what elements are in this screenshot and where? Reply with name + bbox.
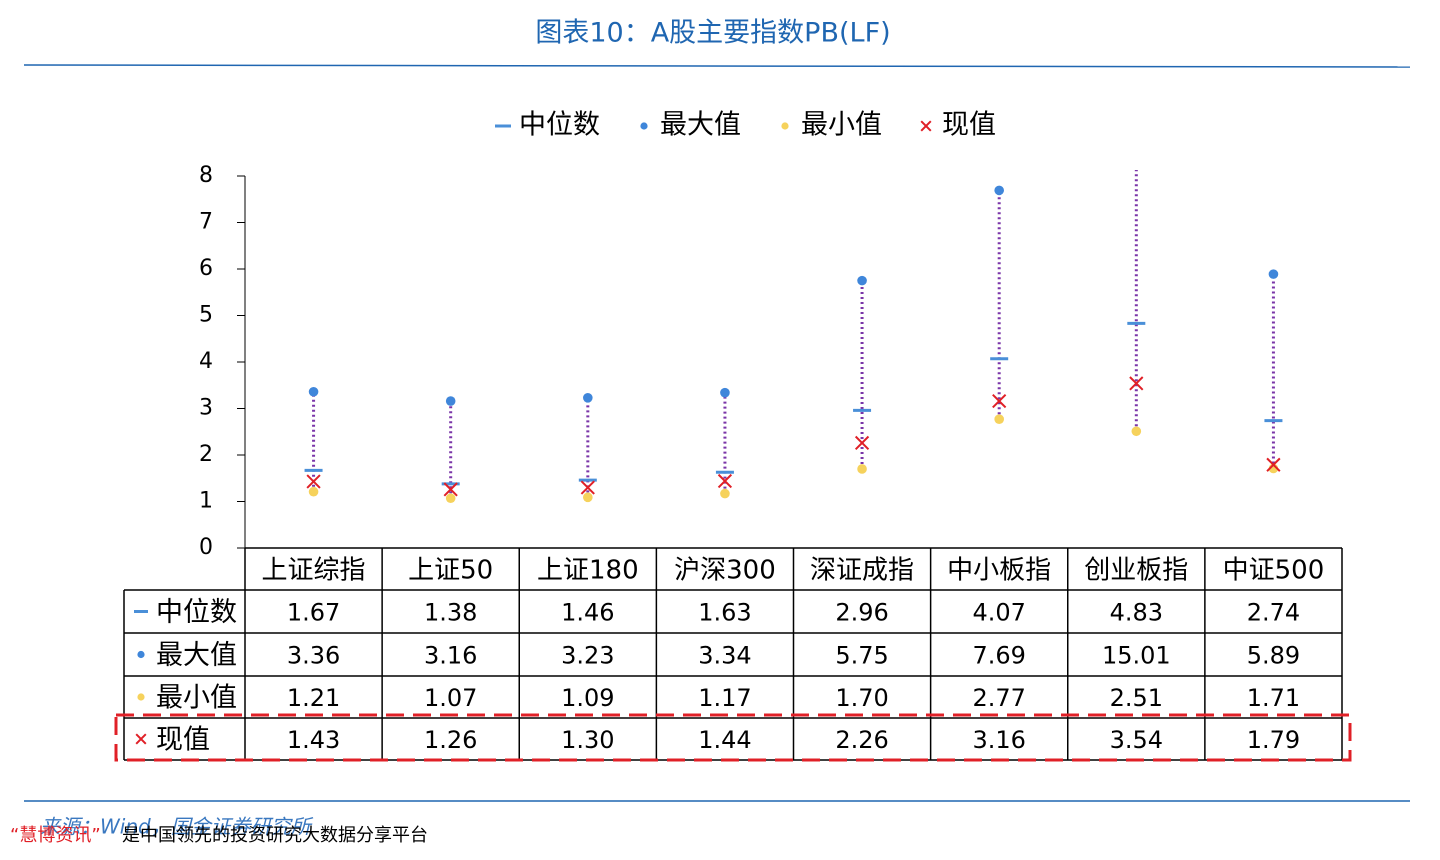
table-value: 1.38 <box>424 599 477 627</box>
cross-mark <box>717 473 733 489</box>
table-value: 3.36 <box>287 642 340 670</box>
table-value: 1.46 <box>561 599 614 627</box>
x-tick-label: 上证综指 <box>262 556 366 586</box>
cross-mark <box>854 435 870 451</box>
dot-mark <box>583 393 593 403</box>
table-value: 4.07 <box>972 599 1025 627</box>
dot-mark <box>308 386 319 397</box>
table-value: 1.21 <box>287 684 340 712</box>
legend-marker <box>781 122 789 130</box>
table-value: 1.44 <box>698 726 751 754</box>
table-value: 3.34 <box>698 642 751 670</box>
dot-mark <box>308 486 319 497</box>
x-tick-label: 中小板指 <box>947 556 1051 586</box>
row-label: 最大值 <box>156 640 237 671</box>
table-value: 2.74 <box>1247 599 1300 627</box>
dot-mark <box>1268 269 1279 279</box>
table-value: 5.75 <box>835 642 888 670</box>
y-tick-label: 5 <box>199 303 213 328</box>
y-tick-label: 2 <box>199 442 213 467</box>
dot-mark <box>720 387 730 398</box>
dot-mark <box>994 414 1004 424</box>
footer-brand: “慧博资讯” <box>10 825 101 846</box>
title-rule <box>23 64 1411 68</box>
cross-mark <box>306 474 321 489</box>
dot-mark <box>445 493 456 504</box>
plot-area <box>304 170 1283 504</box>
dot-mark <box>857 464 867 474</box>
highlight-box <box>114 713 1352 762</box>
y-tick-label: 1 <box>199 489 213 514</box>
dot-mark <box>1131 426 1142 437</box>
table-value: 1.09 <box>561 684 614 712</box>
legend-label: 中位数 <box>519 110 600 141</box>
table-value: 2.51 <box>1110 684 1163 712</box>
table-value: 1.30 <box>561 726 614 754</box>
table-value: 4.83 <box>1110 599 1163 627</box>
row-label: 现值 <box>156 725 210 756</box>
table-value: 15.01 <box>1102 642 1171 670</box>
table-value: 3.54 <box>1110 726 1163 754</box>
table-value: 1.43 <box>287 726 340 754</box>
cross-mark <box>443 482 458 497</box>
x-tick-label: 中证500 <box>1223 556 1325 586</box>
row-label: 最小值 <box>156 683 237 714</box>
table-value: 1.67 <box>287 599 340 627</box>
x-tick-label: 上证180 <box>537 556 639 586</box>
table-value: 2.77 <box>972 684 1025 712</box>
table-value: 1.26 <box>424 726 477 754</box>
y-tick-label: 8 <box>199 163 213 188</box>
table-value: 7.69 <box>972 642 1025 670</box>
legend-marker <box>920 120 932 132</box>
cross-mark <box>1129 376 1144 391</box>
x-tick-label: 深证成指 <box>810 556 914 586</box>
table-value: 2.96 <box>835 599 888 627</box>
y-tick-label: 6 <box>199 256 213 281</box>
table-marker <box>135 733 147 745</box>
row-label: 中位数 <box>156 597 237 628</box>
table-value: 3.23 <box>561 642 614 670</box>
legend-label: 最大值 <box>660 110 741 141</box>
dot-mark <box>720 488 730 499</box>
y-tick-label: 3 <box>199 396 213 421</box>
table-value: 3.16 <box>424 642 477 670</box>
table-marker <box>137 650 145 659</box>
table-value: 1.79 <box>1247 726 1300 754</box>
y-tick-label: 0 <box>199 535 213 560</box>
chart-title: 图表10：A股主要指数PB(LF) <box>535 18 890 49</box>
source: 来源：Wind，国金证券研究所 <box>40 815 314 839</box>
cross-mark <box>1266 457 1281 472</box>
dot-mark <box>857 275 867 286</box>
footer-text: 是中国领先的投资研究大数据分享平台 <box>122 825 428 846</box>
cross-mark <box>992 393 1007 409</box>
table-value: 1.63 <box>698 599 751 627</box>
dot-mark <box>583 492 593 503</box>
x-tick-label: 沪深300 <box>674 556 776 586</box>
dot-mark <box>994 185 1004 196</box>
table-value: 1.71 <box>1247 684 1300 712</box>
table-value: 1.17 <box>698 684 751 712</box>
table-value: 5.89 <box>1247 642 1300 670</box>
x-tick-label: 创业板指 <box>1084 556 1188 586</box>
y-tick-label: 7 <box>199 210 213 235</box>
table-value: 1.70 <box>835 684 888 712</box>
table-value: 1.07 <box>424 684 477 712</box>
table-value: 3.16 <box>972 726 1025 754</box>
dot-mark <box>445 396 456 406</box>
legend-marker <box>640 122 648 130</box>
legend-label: 最小值 <box>801 110 882 141</box>
legend-label: 现值 <box>942 110 996 141</box>
table-value: 2.26 <box>835 726 888 754</box>
table-marker <box>137 693 145 701</box>
cross-mark <box>580 480 595 495</box>
y-tick-label: 4 <box>199 349 213 374</box>
x-tick-label: 上证50 <box>408 556 493 586</box>
